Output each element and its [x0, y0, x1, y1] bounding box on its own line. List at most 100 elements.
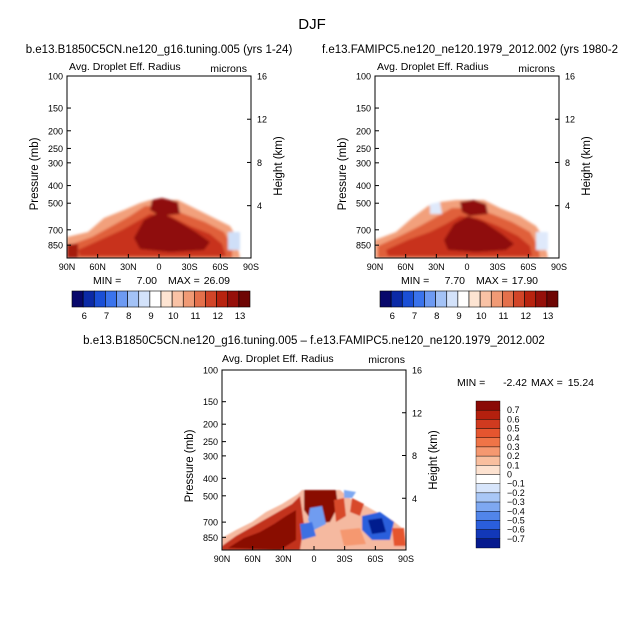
colorbar-label: 0.7: [507, 405, 520, 415]
y-tick-label: 400: [356, 181, 371, 191]
colorbar-swatch: [216, 290, 229, 308]
y-right-tick-label: 4: [565, 201, 570, 211]
figure-title: DJF: [298, 16, 326, 33]
y-tick-label: 200: [356, 126, 371, 136]
y-tick-label: 500: [203, 491, 218, 501]
colorbar-swatch: [546, 290, 559, 308]
right-y-axis: 16 12 8 4: [402, 366, 422, 504]
x-tick-label: 0: [464, 262, 469, 272]
colorbar-label: 7: [412, 311, 417, 322]
left-y-axis: 100 150 200 250 300 400 500 700 850: [48, 72, 71, 251]
y-tick-label: 300: [356, 158, 371, 168]
panel-units: microns: [518, 63, 555, 75]
x-axis: 90N 60N 30N 0 30S 60S 90S: [367, 254, 567, 272]
max-label: MAX =: [531, 377, 563, 389]
colorbar-swatch: [475, 400, 501, 411]
field-edge-left: [67, 244, 78, 258]
panel-title: f.e13.FAMIPC5.ne120_ne120.1979_2012.002 …: [322, 44, 618, 56]
colorbar-swatch: [502, 290, 514, 308]
x-tick-label: 30S: [337, 554, 353, 564]
colorbar-swatch: [105, 290, 117, 308]
colorbar-swatch: [116, 290, 128, 308]
y-axis-right-label: Height (km): [581, 136, 593, 196]
colorbar-swatch: [379, 290, 392, 308]
max-value: 17.90: [512, 275, 538, 287]
colorbar-swatch: [435, 290, 448, 308]
y-right-tick-label: 12: [412, 408, 422, 418]
colorbar-swatch: [475, 455, 501, 466]
colorbar-swatch: [513, 290, 525, 308]
x-tick-label: 0: [311, 554, 316, 564]
colorbar-label: 6: [82, 311, 87, 322]
y-axis-label: Pressure (mb): [29, 137, 41, 210]
colorbar-swatch: [475, 538, 501, 549]
panel-subtitle: Avg. Droplet Eff. Radius: [222, 353, 334, 365]
panel-subtitle: Avg. Droplet Eff. Radius: [69, 61, 181, 73]
colorbar-swatch: [479, 290, 492, 308]
colorbar-label: 8: [126, 311, 131, 322]
colorbar-swatch: [457, 290, 470, 308]
field-core: [134, 212, 210, 252]
y-tick-label: 850: [48, 241, 63, 251]
x-tick-label: 0: [156, 262, 161, 272]
y-tick-label: 250: [203, 437, 218, 447]
colorbar-swatch: [475, 520, 501, 530]
x-axis: 90N 60N 30N 0 30S 60S 90S: [214, 546, 414, 564]
colorbar-swatch: [160, 290, 173, 308]
y-tick-label: 700: [356, 225, 371, 235]
colorbar-swatch: [475, 446, 501, 457]
colorbar-swatch: [524, 290, 537, 308]
y-tick-label: 200: [203, 420, 218, 430]
colorbar-label: 6: [390, 311, 395, 322]
y-axis-right-label: Height (km): [273, 136, 285, 196]
colorbar-label: 11: [499, 311, 509, 322]
right-y-axis: 16 12 8 4: [555, 72, 575, 211]
y-axis-right-label: Height (km): [428, 430, 440, 490]
colorbar-swatch: [475, 428, 501, 438]
colorbar-label: −0.1: [507, 479, 525, 489]
colorbar-swatch: [238, 290, 251, 308]
colorbar-label: 10: [476, 311, 487, 322]
y-tick-label: 500: [48, 199, 63, 209]
panel-observation: f.e13.FAMIPC5.ne120_ne120.1979_2012.002 …: [322, 44, 618, 322]
field-shading: [375, 200, 548, 258]
x-tick-label: 90S: [398, 554, 414, 564]
colorbar-label: 0.4: [507, 433, 520, 443]
colorbar-swatch: [475, 474, 501, 484]
colorbar-swatch: [227, 290, 240, 308]
min-value: -2.42: [503, 377, 527, 389]
field-core: [444, 216, 514, 252]
colorbar-label: 9: [148, 311, 153, 322]
y-tick-label: 700: [203, 518, 218, 528]
colorbar-label: 13: [543, 311, 554, 322]
colorbar-swatch: [475, 419, 501, 429]
panel-difference: b.e13.B1850C5CN.ne120_g16.tuning.005 – f…: [83, 335, 594, 564]
x-tick-label: 30N: [120, 262, 137, 272]
y-tick-label: 250: [356, 144, 371, 154]
colorbar-swatch: [475, 483, 501, 494]
colorbar-swatch: [475, 492, 501, 503]
y-right-tick-label: 8: [412, 451, 417, 461]
colorbar-swatch: [475, 529, 501, 540]
colorbar-label: 7: [104, 311, 109, 322]
colorbar-label: −0.5: [507, 515, 525, 525]
min-label: MIN =: [401, 275, 429, 287]
min-value: 7.70: [445, 275, 466, 287]
panel-units: microns: [368, 354, 405, 366]
x-tick-label: 30N: [275, 554, 292, 564]
colorbar-swatch: [413, 290, 425, 308]
colorbar-label: 9: [456, 311, 461, 322]
y-tick-label: 200: [48, 126, 63, 136]
max-value: 26.09: [204, 275, 230, 287]
y-tick-label: 150: [203, 397, 218, 407]
y-right-tick-label: 4: [412, 494, 417, 504]
colorbar-label: −0.7: [507, 534, 525, 544]
y-right-tick-label: 4: [257, 201, 262, 211]
y-tick-label: 300: [203, 451, 218, 461]
field-pos-lower-right: [340, 528, 366, 546]
colorbar-label: 10: [168, 311, 179, 322]
y-tick-label: 850: [356, 241, 371, 251]
y-right-tick-label: 16: [257, 72, 267, 82]
y-axis-label: Pressure (mb): [337, 137, 349, 210]
